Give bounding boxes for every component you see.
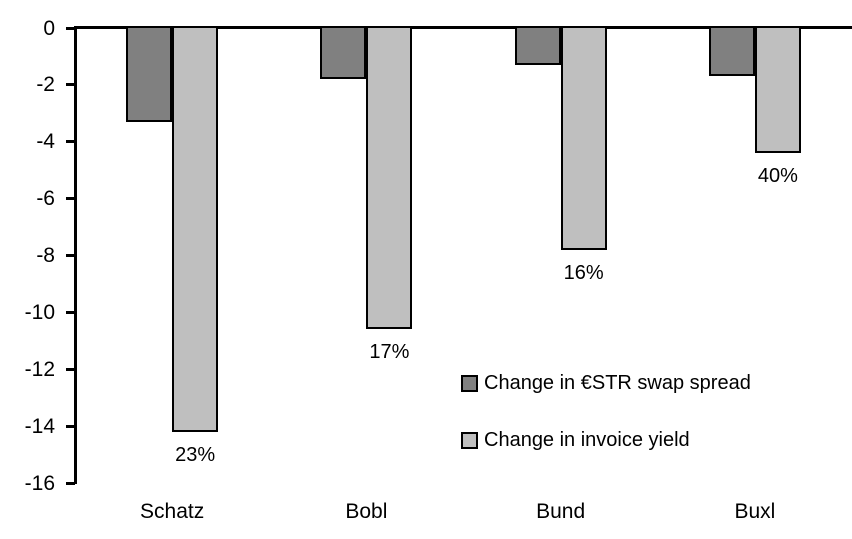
y-tick-label: -12 [24,357,55,381]
y-axis-tick [66,367,75,371]
y-tick-label: -16 [24,471,55,495]
y-axis-tick [66,310,75,314]
y-tick-label: -8 [36,244,55,267]
y-axis-tick [66,26,75,30]
y-axis-tick [66,197,75,201]
y-axis-tick [66,83,75,87]
bar-bobl-invoice-yield [366,28,413,330]
bar-bund-invoice-yield [560,28,607,250]
y-tick-label: -2 [36,73,55,97]
bar-buxl-swap-spread [708,28,755,77]
data-label-buxl: 40% [757,165,798,188]
legend-swatch-invoice-yield [461,431,478,449]
bar-schatz-invoice-yield [172,28,219,432]
x-axis-zero-line [75,26,852,29]
bar-schatz-swap-spread [126,28,173,122]
data-label-bund: 16% [563,261,604,284]
y-tick-label: -6 [36,187,55,211]
data-label-schatz: 23% [175,443,216,466]
data-label-bobl: 17% [369,341,410,364]
y-axis-tick [66,140,75,144]
x-category-label-schatz: Schatz [140,500,205,523]
bar-bobl-swap-spread [320,28,367,80]
legend-swatch-swap-spread [461,374,478,392]
x-category-label-buxl: Buxl [734,500,776,523]
y-tick-label: 0 [43,16,55,40]
y-axis-tick [66,424,75,428]
legend-label-swap-spread: Change in €STR swap spread [484,372,751,394]
y-tick-label: -14 [24,414,55,438]
y-axis-tick [66,254,75,257]
x-category-label-bund: Bund [536,500,586,523]
bar-bund-swap-spread [514,28,561,65]
y-axis-line [74,26,77,484]
x-category-label-bobl: Bobl [345,500,388,523]
legend-item-invoice-yield: Change in invoice yield [461,429,690,451]
y-axis-tick [66,481,75,485]
bar-buxl-invoice-yield [754,28,801,154]
y-tick-label: -10 [24,300,55,324]
legend-label-invoice-yield: Change in invoice yield [484,429,690,451]
y-tick-label: -4 [36,130,55,154]
legend-item-swap-spread: Change in €STR swap spread [461,372,751,394]
